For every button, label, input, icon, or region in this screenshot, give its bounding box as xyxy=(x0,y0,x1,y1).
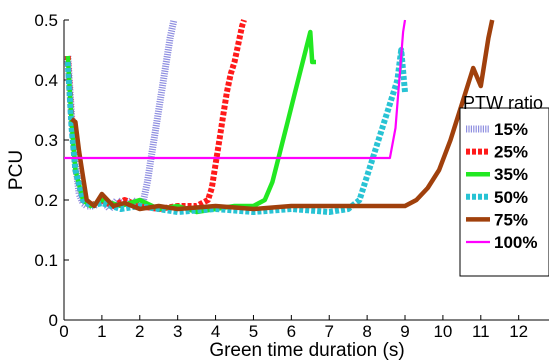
y-tick-label: 0 xyxy=(49,311,58,330)
legend-entry-label: 50% xyxy=(494,188,528,207)
legend-entry-label: 25% xyxy=(494,143,528,162)
legend: PTW ratio 15% 25% 35% 50% 75% 100% xyxy=(459,93,549,277)
series-line-50pct xyxy=(64,47,408,215)
x-tick-label: 7 xyxy=(325,322,334,341)
x-tick-label: 1 xyxy=(97,322,106,341)
x-tick-label: 2 xyxy=(135,322,144,341)
x-tick-label: 0 xyxy=(59,322,68,341)
series-line-100pct xyxy=(64,19,407,160)
x-axis-label: Green time duration (s) xyxy=(209,340,404,361)
series-layer xyxy=(64,19,495,215)
legend-title: PTW ratio xyxy=(463,93,543,113)
legend-entry-label: 100% xyxy=(494,233,537,252)
series-line-75pct xyxy=(70,19,495,212)
x-tick-label: 8 xyxy=(362,322,371,341)
x-tick-label: 6 xyxy=(287,322,296,341)
y-tick-label: 0.4 xyxy=(34,71,58,90)
x-tick-label: 12 xyxy=(509,322,528,341)
x-tick-label: 11 xyxy=(472,322,490,341)
legend-box xyxy=(459,107,549,277)
series-line-25pct xyxy=(64,19,247,212)
y-tick-label: 0.1 xyxy=(34,251,58,270)
x-tick-label: 5 xyxy=(249,322,258,341)
y-axis-label: PCU xyxy=(6,150,27,190)
legend-entry-label: 75% xyxy=(494,210,528,229)
series-line-35pct xyxy=(65,29,316,215)
y-tick-label: 0.5 xyxy=(34,11,58,30)
x-tick-label: 10 xyxy=(433,322,452,341)
y-tick-label: 0.2 xyxy=(34,191,58,210)
x-tick-label: 3 xyxy=(173,322,182,341)
x-tick-label: 4 xyxy=(211,322,220,341)
legend-entry-label: 35% xyxy=(494,165,528,184)
x-tick-label: 9 xyxy=(400,322,409,341)
legend-entry-label: 15% xyxy=(494,120,528,139)
y-tick-label: 0.3 xyxy=(34,131,58,150)
